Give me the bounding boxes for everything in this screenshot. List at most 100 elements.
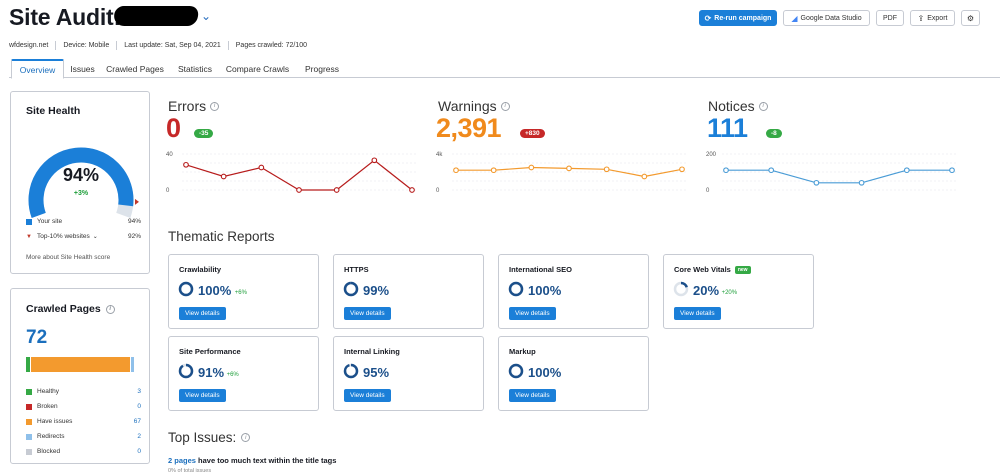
- chevron-down-icon[interactable]: ⌄: [201, 9, 212, 23]
- page-title: Site Audit:: [9, 4, 121, 30]
- view-details-button-site-performance[interactable]: View details: [179, 389, 226, 402]
- data-point: [603, 166, 610, 173]
- data-point: [903, 167, 910, 174]
- thematic-card-title[interactable]: Internal Linking: [344, 347, 400, 356]
- site-health-link[interactable]: More about Site Health score: [26, 254, 111, 261]
- google-data-studio-button[interactable]: ◢ Google Data Studio: [783, 10, 870, 26]
- tab-issues[interactable]: Issues: [70, 63, 95, 74]
- thematic-card-percent: 20%: [693, 283, 720, 298]
- data-point: [949, 167, 955, 174]
- errors-label: Errors i: [168, 98, 220, 114]
- site-health-delta: +3%: [73, 190, 89, 197]
- data-point: [371, 157, 378, 164]
- view-details-button-crawlability[interactable]: View details: [179, 307, 226, 320]
- tab-crawled-pages[interactable]: Crawled Pages: [106, 63, 164, 74]
- data-point: [296, 187, 302, 193]
- thematic-card-percent: 95%: [363, 365, 390, 380]
- legend-redirects[interactable]: Redirects 2: [26, 429, 141, 444]
- meta-device: Device: Mobile: [63, 42, 110, 49]
- bar-segment-have-issues[interactable]: [31, 357, 131, 372]
- data-point: [723, 167, 729, 174]
- chevron-down-icon: ⌄: [92, 234, 98, 240]
- thematic-card-title[interactable]: HTTPS: [344, 265, 369, 274]
- crawled-pages-title: Crawled Pages i: [26, 303, 115, 315]
- tab-statistics[interactable]: Statistics: [177, 63, 212, 74]
- site-health-card: Site Health 94% +3% Your site 94% ▼ Top-…: [10, 91, 150, 274]
- view-details-button-core-web-vitals[interactable]: View details: [674, 307, 721, 320]
- notices-value[interactable]: 111: [707, 113, 748, 143]
- y-tick-min: 0: [436, 188, 440, 194]
- crawled-pages-count[interactable]: 72: [26, 327, 48, 348]
- y-tick-min: 0: [166, 188, 170, 194]
- errors-chart: 40 0: [166, 152, 416, 194]
- legend-blocked[interactable]: Blocked 0: [26, 444, 141, 459]
- thematic-card-markup: Markup 100% View details: [498, 336, 649, 411]
- view-details-button-internal-linking[interactable]: View details: [344, 389, 391, 402]
- thematic-card-site-performance: Site Performance 91% +6% View details: [168, 336, 319, 411]
- tab-progress[interactable]: Progress: [304, 63, 339, 74]
- meta-last-update: Last update: Sat, Sep 04, 2021: [124, 42, 221, 49]
- thematic-card-title[interactable]: Markup: [509, 347, 536, 356]
- thematic-card-title[interactable]: Core Web Vitals new: [674, 265, 751, 274]
- bar-segment-healthy[interactable]: [26, 357, 31, 372]
- progress-ring-icon: [508, 281, 524, 297]
- data-point: [528, 164, 535, 171]
- ring-fill: [508, 363, 524, 379]
- legend-your-site: Your site 94%: [26, 214, 141, 229]
- info-icon[interactable]: i: [500, 101, 510, 111]
- progress-ring-icon: [178, 281, 194, 297]
- progress-ring-icon: [178, 363, 194, 379]
- data-point: [220, 173, 227, 180]
- top-issue-link[interactable]: 2 pages: [168, 456, 196, 465]
- info-icon[interactable]: i: [105, 304, 115, 314]
- tab-compare-crawls[interactable]: Compare Crawls: [225, 63, 290, 74]
- thematic-card-delta: +20%: [721, 290, 738, 296]
- legend-healthy[interactable]: Healthy 3: [26, 384, 141, 399]
- errors-delta-badge: -35: [194, 129, 214, 138]
- thematic-card-title[interactable]: International SEO: [509, 265, 572, 274]
- top10-marker: [134, 198, 139, 205]
- view-details-button-international-seo[interactable]: View details: [509, 307, 556, 320]
- rerun-campaign-button[interactable]: ⟳ Re-run campaign: [699, 10, 777, 26]
- thematic-card-percent: 100%: [198, 283, 232, 298]
- ring-fill: [343, 363, 359, 379]
- gauge-fill: [28, 147, 134, 218]
- errors-value[interactable]: 0: [166, 113, 181, 143]
- warnings-value[interactable]: 2,391: [436, 113, 502, 143]
- thematic-card-title[interactable]: Crawlability: [179, 265, 222, 274]
- y-tick-max: 4k: [436, 152, 443, 158]
- data-point: [183, 161, 189, 168]
- progress-ring-icon: [673, 281, 689, 297]
- thematic-card-international-seo: International SEO 100% View details: [498, 254, 649, 329]
- top10-marker-icon: ▼: [26, 233, 32, 240]
- site-health-gauge: [28, 147, 139, 218]
- view-details-button-markup[interactable]: View details: [509, 389, 556, 402]
- series-line: [726, 169, 952, 184]
- y-tick-max: 40: [166, 152, 173, 158]
- site-health-title: Site Health: [26, 105, 81, 117]
- top-issue-share: 0% of total issues: [168, 468, 212, 474]
- settings-button[interactable]: ⚙: [961, 10, 980, 26]
- pdf-button[interactable]: PDF: [876, 10, 904, 26]
- info-icon[interactable]: i: [758, 101, 768, 111]
- legend-top10[interactable]: ▼ Top-10% websites ⌄ 92%: [26, 233, 141, 240]
- thematic-card-title[interactable]: Site Performance: [179, 347, 241, 356]
- data-point: [258, 164, 265, 171]
- legend-have-issues[interactable]: Have issues 67: [26, 414, 141, 429]
- tab-overview[interactable]: Overview: [11, 59, 64, 79]
- legend-broken[interactable]: Broken 0: [26, 399, 141, 414]
- export-button[interactable]: ⇪ Export: [910, 10, 955, 26]
- tab-bar: Overview Issues Crawled Pages Statistics…: [9, 59, 1000, 79]
- notices-delta-badge: -8: [766, 129, 782, 138]
- info-icon[interactable]: i: [241, 433, 251, 442]
- view-details-button-https[interactable]: View details: [344, 307, 391, 320]
- info-icon[interactable]: i: [210, 101, 220, 111]
- bar-segment-redirects[interactable]: [131, 357, 134, 372]
- data-point: [490, 167, 497, 174]
- export-icon: ⇪: [917, 13, 925, 23]
- thematic-card-internal-linking: Internal Linking 95% View details: [333, 336, 484, 411]
- thematic-card-percent: 99%: [363, 283, 390, 298]
- series-line: [185, 159, 413, 191]
- notices-label: Notices i: [708, 98, 768, 114]
